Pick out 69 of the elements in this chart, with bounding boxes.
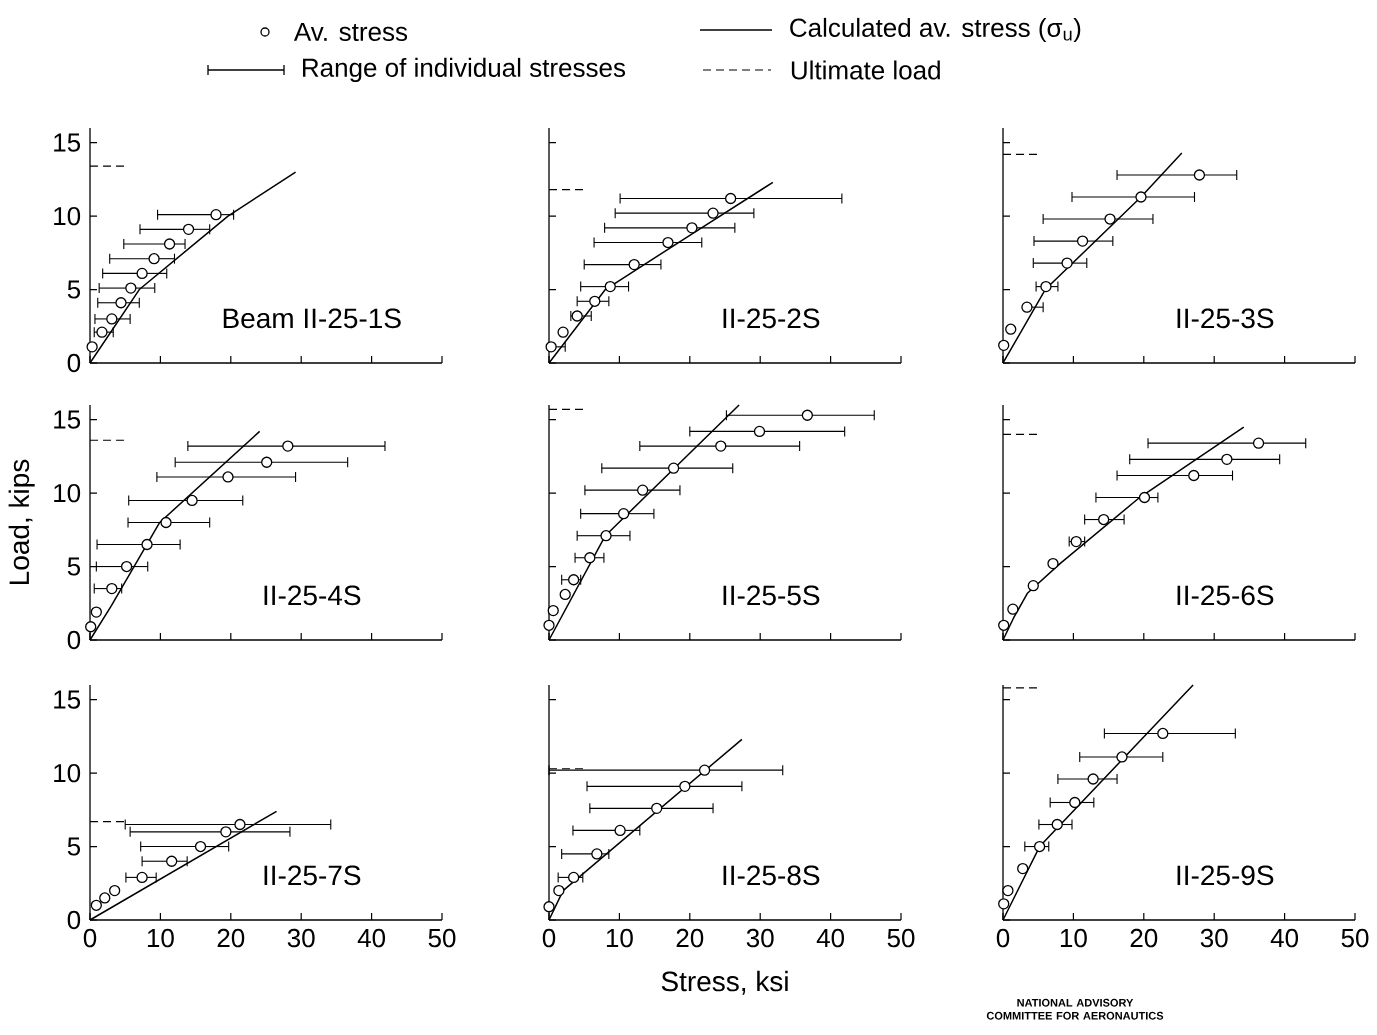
text: II-25-4S: [264, 585, 361, 606]
y-tick-label: 0: [67, 630, 81, 650]
text: Range of individual stresses: [303, 57, 626, 83]
point: [547, 604, 559, 617]
point: [1005, 323, 1017, 335]
point: [553, 884, 565, 897]
x-tick-label: 30: [287, 928, 315, 948]
x-tick-label: 0: [542, 928, 556, 948]
point: [99, 892, 111, 904]
text: II-25-3S: [1177, 308, 1274, 329]
text: II-25-8S: [723, 865, 820, 886]
point: [600, 530, 612, 542]
point: [543, 901, 555, 913]
y-tick-label: 0: [67, 353, 81, 373]
point: [1027, 579, 1039, 592]
x-tick-label: 10: [606, 928, 633, 948]
point: [1033, 840, 1046, 853]
y-tick-label: 5: [67, 557, 81, 576]
point: [90, 606, 102, 618]
point: [86, 341, 98, 353]
x-tick-label: 50: [1341, 928, 1369, 948]
y-tick-label: 10: [54, 483, 81, 503]
text: II-25-7S: [264, 865, 361, 886]
x-tick-label: 40: [1270, 928, 1299, 948]
x-tick-label: 30: [1200, 928, 1228, 948]
x-tick-label: 20: [1130, 928, 1158, 948]
point: [1002, 884, 1014, 897]
x-tick-label: 40: [357, 928, 386, 948]
x-tick-label: 50: [887, 928, 915, 948]
x-tick-label: 40: [816, 928, 845, 948]
point: [998, 619, 1010, 631]
y-tick-label: 5: [67, 280, 81, 299]
legend-label: Calculated av. stress (σ$_{u}$): [790, 17, 1081, 43]
x-tick-label: 10: [1060, 928, 1087, 948]
y-tick-label: 0: [67, 910, 81, 930]
text: II-25-9S: [1177, 865, 1274, 886]
y-tick-label: 15: [54, 410, 81, 429]
x-tick-label: 10: [147, 928, 174, 948]
point: [559, 588, 571, 601]
x-axis-title: Stress, ksi: [661, 970, 788, 995]
x-tick-label: 50: [428, 928, 456, 948]
text: II-25-5S: [723, 585, 820, 606]
x-tick-label: 30: [746, 928, 774, 948]
point: [85, 621, 97, 633]
point: [1007, 603, 1019, 615]
point: [1017, 862, 1029, 875]
text: Beam II-25-1S: [223, 308, 401, 329]
text: II-25-6S: [1177, 585, 1274, 606]
point: [1047, 557, 1059, 570]
x-tick-label: 20: [676, 928, 704, 948]
y-tick-label: 10: [54, 763, 81, 783]
y-tick-label: 15: [54, 690, 81, 709]
point: [557, 326, 569, 338]
y-tick-label: 5: [67, 837, 81, 856]
y-tick-label: 10: [54, 206, 81, 226]
text: NATIONAL ADVISORY COMMITTEE FOR AERONAUTICS: [986, 998, 1164, 1020]
legend-label: Ultimate load: [791, 60, 940, 80]
legend-label: Av. stress: [293, 22, 408, 42]
x-tick-label: 0: [83, 928, 97, 948]
point: [998, 898, 1010, 910]
point: [998, 339, 1010, 352]
x-tick-label: 0: [996, 928, 1010, 948]
y-tick-label: 15: [54, 133, 81, 152]
text: II-25-2S: [723, 308, 820, 329]
point: [543, 619, 555, 631]
point: [108, 884, 121, 897]
point: [90, 899, 102, 911]
y-axis-title: Load, kips: [8, 459, 35, 585]
x-tick-label: 20: [217, 928, 245, 948]
